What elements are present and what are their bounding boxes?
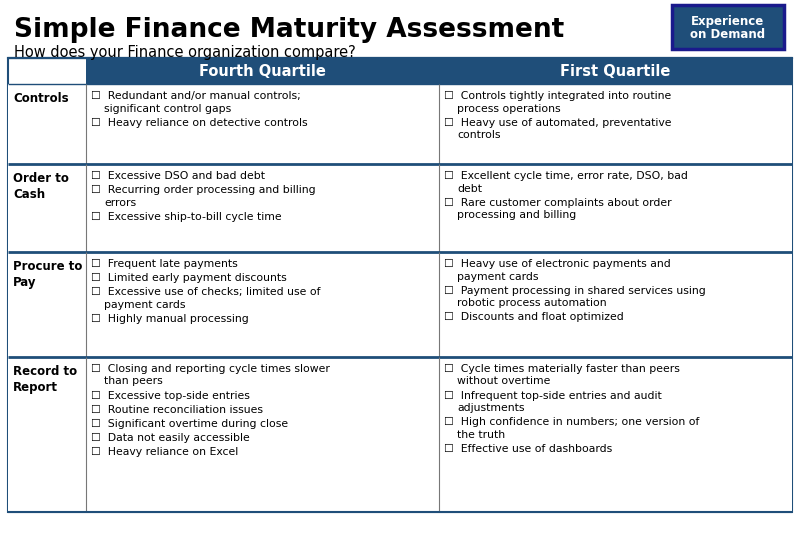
Text: Order to
Cash: Order to Cash bbox=[13, 172, 69, 201]
Text: significant control gaps: significant control gaps bbox=[104, 104, 231, 114]
Bar bbox=[8, 252, 792, 357]
Bar bbox=[8, 58, 792, 512]
Bar bbox=[8, 357, 792, 512]
Text: robotic process automation: robotic process automation bbox=[457, 298, 606, 308]
Text: errors: errors bbox=[104, 198, 136, 208]
Text: ☐  Infrequent top-side entries and audit: ☐ Infrequent top-side entries and audit bbox=[444, 390, 662, 401]
Text: How does your Finance organization compare?: How does your Finance organization compa… bbox=[14, 45, 356, 60]
Text: ☐  Cycle times materially faster than peers: ☐ Cycle times materially faster than pee… bbox=[444, 364, 680, 374]
Bar bbox=[86, 58, 439, 84]
Bar bbox=[439, 58, 792, 84]
Text: ☐  Controls tightly integrated into routine: ☐ Controls tightly integrated into routi… bbox=[444, 91, 671, 101]
Text: the truth: the truth bbox=[457, 429, 505, 439]
Text: payment cards: payment cards bbox=[457, 272, 538, 282]
Text: Simple Finance Maturity Assessment: Simple Finance Maturity Assessment bbox=[14, 17, 564, 43]
Bar bbox=[672, 5, 784, 49]
Text: debt: debt bbox=[457, 183, 482, 194]
Text: ☐  Frequent late payments: ☐ Frequent late payments bbox=[91, 259, 238, 269]
Text: ☐  Heavy reliance on detective controls: ☐ Heavy reliance on detective controls bbox=[91, 118, 308, 128]
Text: ☐  Significant overtime during close: ☐ Significant overtime during close bbox=[91, 418, 288, 428]
Text: than peers: than peers bbox=[104, 376, 162, 386]
Text: ☐  Routine reconciliation issues: ☐ Routine reconciliation issues bbox=[91, 405, 263, 415]
Text: ☐  Heavy reliance on Excel: ☐ Heavy reliance on Excel bbox=[91, 447, 238, 457]
Text: ☐  Closing and reporting cycle times slower: ☐ Closing and reporting cycle times slow… bbox=[91, 364, 330, 374]
Text: ☐  Payment processing in shared services using: ☐ Payment processing in shared services … bbox=[444, 285, 706, 295]
Text: ☐  Limited early payment discounts: ☐ Limited early payment discounts bbox=[91, 273, 286, 283]
Text: ☐  Rare customer complaints about order: ☐ Rare customer complaints about order bbox=[444, 198, 672, 208]
Text: Procure to
Pay: Procure to Pay bbox=[13, 260, 82, 289]
Text: ☐  Highly manual processing: ☐ Highly manual processing bbox=[91, 314, 249, 323]
Text: ☐  Effective use of dashboards: ☐ Effective use of dashboards bbox=[444, 443, 612, 454]
Text: First Quartile: First Quartile bbox=[560, 63, 670, 78]
Text: ☐  Excessive top-side entries: ☐ Excessive top-side entries bbox=[91, 390, 250, 401]
Text: payment cards: payment cards bbox=[104, 300, 186, 310]
Text: adjustments: adjustments bbox=[457, 403, 525, 413]
Bar bbox=[8, 84, 792, 164]
Text: without overtime: without overtime bbox=[457, 376, 550, 386]
Text: Record to
Report: Record to Report bbox=[13, 365, 77, 394]
Text: process operations: process operations bbox=[457, 104, 561, 114]
Text: Controls: Controls bbox=[13, 92, 69, 105]
Text: ☐  Heavy use of electronic payments and: ☐ Heavy use of electronic payments and bbox=[444, 259, 670, 269]
Text: ☐  Data not easily accessible: ☐ Data not easily accessible bbox=[91, 433, 250, 443]
Text: Fourth Quartile: Fourth Quartile bbox=[199, 63, 326, 78]
Text: ☐  Heavy use of automated, preventative: ☐ Heavy use of automated, preventative bbox=[444, 118, 671, 128]
Text: ☐  Discounts and float optimized: ☐ Discounts and float optimized bbox=[444, 312, 624, 322]
Text: ☐  High confidence in numbers; one version of: ☐ High confidence in numbers; one versio… bbox=[444, 417, 699, 427]
Text: controls: controls bbox=[457, 130, 501, 140]
Text: processing and billing: processing and billing bbox=[457, 210, 576, 220]
Text: ☐  Recurring order processing and billing: ☐ Recurring order processing and billing bbox=[91, 185, 316, 195]
Text: ☐  Excessive DSO and bad debt: ☐ Excessive DSO and bad debt bbox=[91, 171, 265, 181]
Text: on Demand: on Demand bbox=[690, 28, 766, 41]
Text: ☐  Excessive ship-to-bill cycle time: ☐ Excessive ship-to-bill cycle time bbox=[91, 211, 282, 221]
Text: Experience: Experience bbox=[691, 15, 765, 28]
Text: ☐  Excessive use of checks; limited use of: ☐ Excessive use of checks; limited use o… bbox=[91, 287, 321, 297]
Text: ☐  Redundant and/or manual controls;: ☐ Redundant and/or manual controls; bbox=[91, 91, 301, 101]
Bar bbox=[8, 164, 792, 252]
Text: ☐  Excellent cycle time, error rate, DSO, bad: ☐ Excellent cycle time, error rate, DSO,… bbox=[444, 171, 688, 181]
